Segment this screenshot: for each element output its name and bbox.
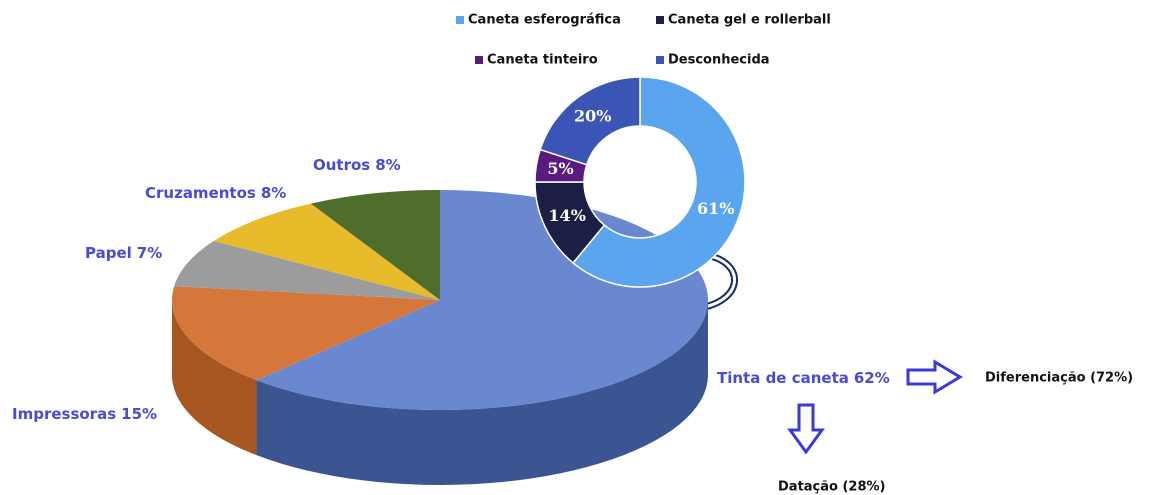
slice-label: Outros 8%	[313, 156, 401, 174]
value-label: 8%	[375, 156, 400, 174]
pie-slice	[213, 203, 440, 300]
donut-value-label: 14%	[548, 206, 585, 225]
legend-label: Caneta tinteiro	[487, 53, 598, 68]
slice-label: Papel 7%	[85, 244, 162, 262]
donut-slice	[539, 76, 641, 166]
pie-slice	[310, 189, 440, 300]
pie-slice	[171, 286, 440, 381]
legend-swatch	[656, 16, 664, 24]
donut-value-label: 5%	[547, 159, 573, 178]
slice-label: Impressoras 15%	[12, 405, 157, 423]
slice-label: Tinta de caneta 62%	[717, 369, 890, 387]
slice-label: Cruzamentos 8%	[145, 184, 286, 202]
category-label: Outros	[313, 156, 370, 174]
legend-swatch	[656, 56, 664, 64]
category-label: Cruzamentos	[145, 184, 256, 202]
curved-arrow-inner	[699, 253, 736, 310]
category-label: Impressoras	[12, 405, 116, 423]
legend-label: Desconhecida	[668, 53, 770, 68]
donut-value-label: 20%	[574, 106, 611, 125]
category-label: Tinta de caneta	[717, 369, 849, 387]
value-label: 15%	[121, 405, 157, 423]
value-label: 8%	[261, 184, 286, 202]
donut-slice	[572, 76, 746, 288]
right-arrow	[906, 359, 963, 395]
pie-side	[256, 300, 708, 485]
pie-side	[172, 300, 257, 456]
legend-swatch	[475, 56, 483, 64]
down-arrow	[787, 403, 825, 455]
category-label: Papel	[85, 244, 132, 262]
pie-slice	[174, 241, 440, 300]
annotation: Datação (28%)	[778, 480, 886, 495]
value-label: 62%	[854, 369, 890, 387]
value-label: 7%	[137, 244, 162, 262]
legend-swatch	[456, 16, 464, 24]
legend-label: Caneta gel e rollerball	[668, 13, 831, 28]
donut-value-label: 61%	[697, 199, 734, 218]
legend-label: Caneta esferográfica	[468, 13, 621, 28]
pie-sides	[172, 300, 708, 485]
annotation: Diferenciação (72%)	[985, 371, 1133, 386]
